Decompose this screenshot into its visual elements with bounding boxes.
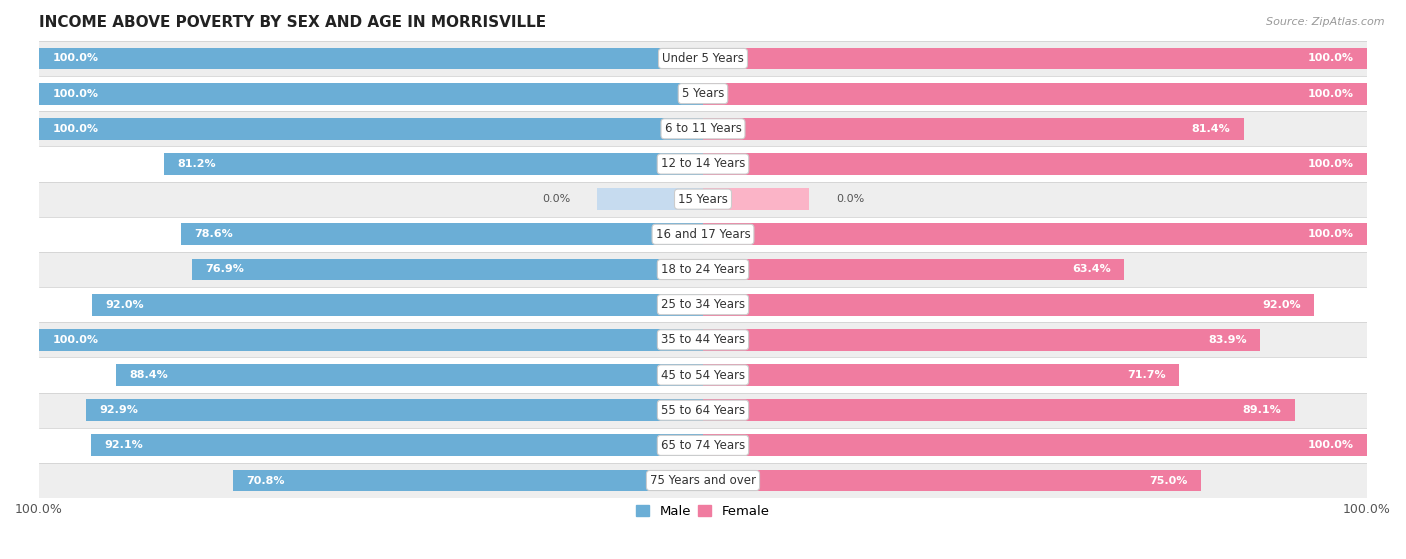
Bar: [39, 146, 1367, 182]
Text: 75.0%: 75.0%: [1149, 476, 1188, 486]
Bar: [703, 118, 1243, 140]
Text: 18 to 24 Years: 18 to 24 Years: [661, 263, 745, 276]
Text: 83.9%: 83.9%: [1208, 335, 1247, 345]
Bar: [39, 252, 1367, 287]
Bar: [39, 41, 1367, 76]
Text: 92.1%: 92.1%: [104, 440, 143, 451]
Bar: [86, 399, 703, 421]
Bar: [39, 76, 1367, 111]
Text: 100.0%: 100.0%: [52, 89, 98, 98]
Bar: [91, 434, 703, 456]
Text: 0.0%: 0.0%: [541, 194, 571, 204]
Text: 100.0%: 100.0%: [1308, 440, 1354, 451]
Bar: [39, 287, 1367, 322]
Legend: Male, Female: Male, Female: [631, 500, 775, 524]
Text: 100.0%: 100.0%: [52, 54, 98, 64]
Bar: [703, 188, 810, 210]
Text: 12 to 14 Years: 12 to 14 Years: [661, 158, 745, 170]
Bar: [39, 357, 1367, 392]
Text: 89.1%: 89.1%: [1243, 405, 1281, 415]
Bar: [91, 294, 703, 316]
Bar: [703, 48, 1367, 69]
Text: 45 to 54 Years: 45 to 54 Years: [661, 368, 745, 381]
Text: 81.4%: 81.4%: [1191, 124, 1230, 134]
Bar: [703, 83, 1367, 105]
Bar: [193, 259, 703, 281]
Bar: [39, 111, 1367, 146]
Text: 55 to 64 Years: 55 to 64 Years: [661, 404, 745, 416]
Text: 76.9%: 76.9%: [205, 264, 245, 274]
Bar: [115, 364, 703, 386]
Text: 5 Years: 5 Years: [682, 87, 724, 100]
Text: 0.0%: 0.0%: [835, 194, 865, 204]
Bar: [163, 153, 703, 175]
Text: 92.0%: 92.0%: [105, 300, 143, 310]
Bar: [39, 182, 1367, 217]
Bar: [181, 224, 703, 245]
Bar: [703, 294, 1315, 316]
Bar: [39, 118, 703, 140]
Text: 100.0%: 100.0%: [1308, 89, 1354, 98]
Bar: [39, 463, 1367, 498]
Text: 88.4%: 88.4%: [129, 370, 167, 380]
Text: INCOME ABOVE POVERTY BY SEX AND AGE IN MORRISVILLE: INCOME ABOVE POVERTY BY SEX AND AGE IN M…: [39, 15, 546, 30]
Text: 63.4%: 63.4%: [1071, 264, 1111, 274]
Bar: [39, 48, 703, 69]
Text: 16 and 17 Years: 16 and 17 Years: [655, 228, 751, 241]
Text: 71.7%: 71.7%: [1128, 370, 1166, 380]
Bar: [703, 399, 1295, 421]
Text: 25 to 34 Years: 25 to 34 Years: [661, 298, 745, 311]
Text: 92.9%: 92.9%: [100, 405, 138, 415]
Bar: [703, 470, 1201, 491]
Text: 35 to 44 Years: 35 to 44 Years: [661, 333, 745, 347]
Bar: [703, 153, 1367, 175]
Bar: [39, 329, 703, 350]
Text: 75 Years and over: 75 Years and over: [650, 474, 756, 487]
Text: 100.0%: 100.0%: [52, 335, 98, 345]
Text: 15 Years: 15 Years: [678, 193, 728, 206]
Bar: [703, 434, 1367, 456]
Text: 70.8%: 70.8%: [246, 476, 284, 486]
Text: 6 to 11 Years: 6 to 11 Years: [665, 122, 741, 135]
Bar: [596, 188, 703, 210]
Bar: [39, 217, 1367, 252]
Text: 92.0%: 92.0%: [1263, 300, 1301, 310]
Text: 100.0%: 100.0%: [1308, 229, 1354, 239]
Bar: [39, 392, 1367, 428]
Bar: [39, 428, 1367, 463]
Bar: [703, 259, 1123, 281]
Text: 100.0%: 100.0%: [1308, 54, 1354, 64]
Bar: [39, 83, 703, 105]
Text: 81.2%: 81.2%: [177, 159, 215, 169]
Bar: [39, 322, 1367, 357]
Text: 100.0%: 100.0%: [1308, 159, 1354, 169]
Bar: [233, 470, 703, 491]
Bar: [703, 329, 1260, 350]
Bar: [703, 364, 1180, 386]
Text: Source: ZipAtlas.com: Source: ZipAtlas.com: [1267, 17, 1385, 27]
Text: 100.0%: 100.0%: [52, 124, 98, 134]
Text: Under 5 Years: Under 5 Years: [662, 52, 744, 65]
Text: 78.6%: 78.6%: [194, 229, 233, 239]
Text: 65 to 74 Years: 65 to 74 Years: [661, 439, 745, 452]
Bar: [703, 224, 1367, 245]
